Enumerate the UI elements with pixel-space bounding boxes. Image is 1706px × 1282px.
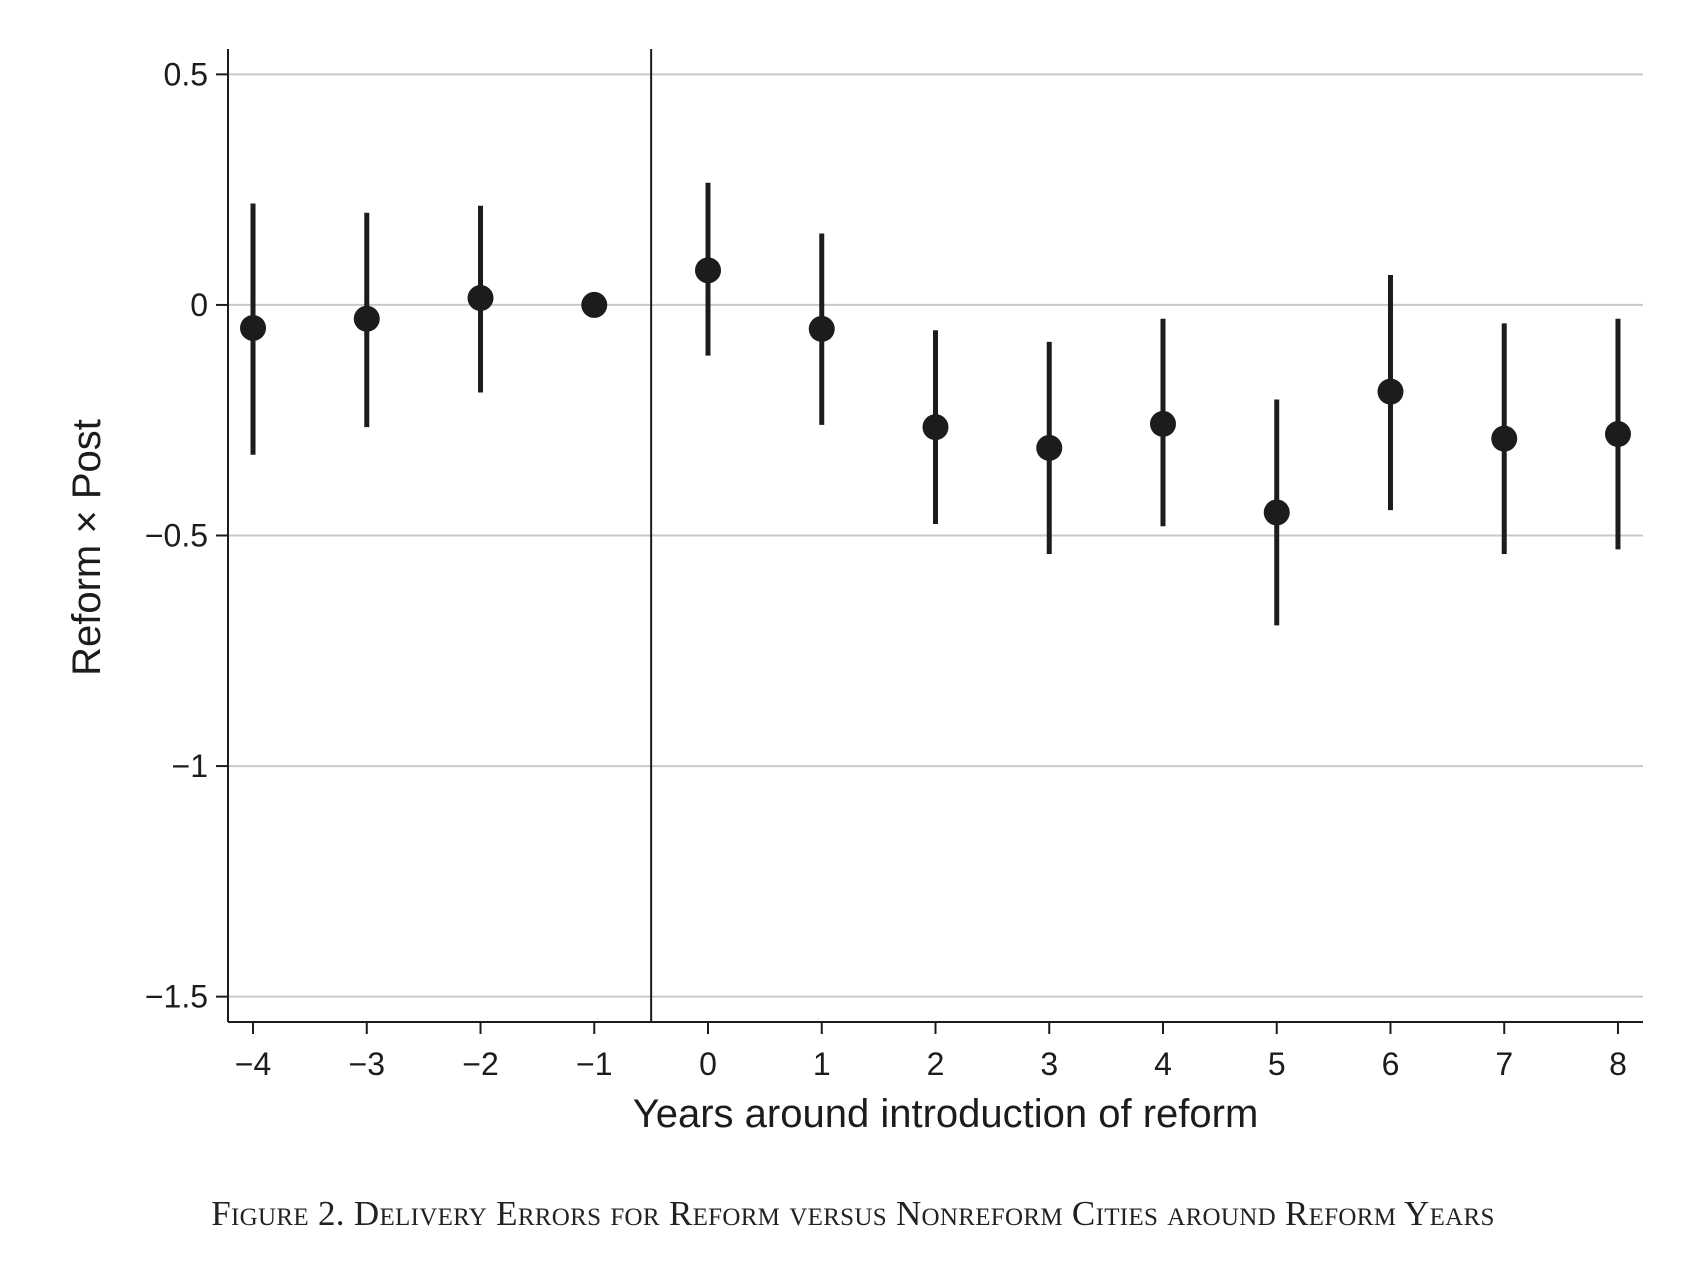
y-tick-label: −1.5 (145, 979, 208, 1015)
y-tick-label: 0.5 (164, 56, 208, 92)
data-point (695, 257, 722, 284)
point-estimates (240, 257, 1631, 526)
x-tick-label: 3 (1040, 1046, 1058, 1082)
x-tick-label: −1 (576, 1046, 612, 1082)
x-tick-label: 7 (1495, 1046, 1513, 1082)
data-point (922, 414, 949, 441)
x-tick-label: 5 (1268, 1046, 1286, 1082)
data-point (1604, 421, 1631, 448)
y-tick-label: 0 (190, 287, 208, 323)
data-point (1377, 378, 1404, 405)
y-axis-title: Reform × Post (65, 419, 109, 676)
x-tick-label: −4 (235, 1046, 271, 1082)
y-tick-label: −0.5 (145, 518, 208, 554)
y-tick-label: −1 (172, 748, 208, 784)
data-point (581, 291, 608, 318)
data-point (1263, 499, 1290, 526)
data-point (1491, 425, 1518, 452)
data-point (240, 314, 267, 341)
x-tick-label: 4 (1154, 1046, 1172, 1082)
data-point (353, 305, 380, 332)
confidence-intervals (250, 182, 1621, 626)
x-tick-label: 6 (1382, 1046, 1400, 1082)
tick-labels: 0.5 0 −0.5 −1 −1.5 −4 −3 −2 −1 0 1 2 3 4 5 6 7 8 (145, 56, 1627, 1082)
data-point (808, 315, 835, 342)
data-point (1036, 434, 1063, 461)
x-tick-label: −3 (349, 1046, 385, 1082)
axes (216, 49, 1643, 1034)
x-tick-label: −2 (462, 1046, 498, 1082)
x-tick-label: 2 (927, 1046, 945, 1082)
x-tick-label: 8 (1609, 1046, 1627, 1082)
figure-caption: Figure 2. Delivery Errors for Reform ver… (211, 1194, 1495, 1233)
x-tick-label: 1 (813, 1046, 831, 1082)
data-point (1149, 410, 1176, 437)
x-tick-label: 0 (699, 1046, 717, 1082)
grid-lines (228, 73, 1643, 998)
x-axis-title: Years around introduction of reform (633, 1092, 1259, 1136)
data-point (467, 285, 494, 312)
